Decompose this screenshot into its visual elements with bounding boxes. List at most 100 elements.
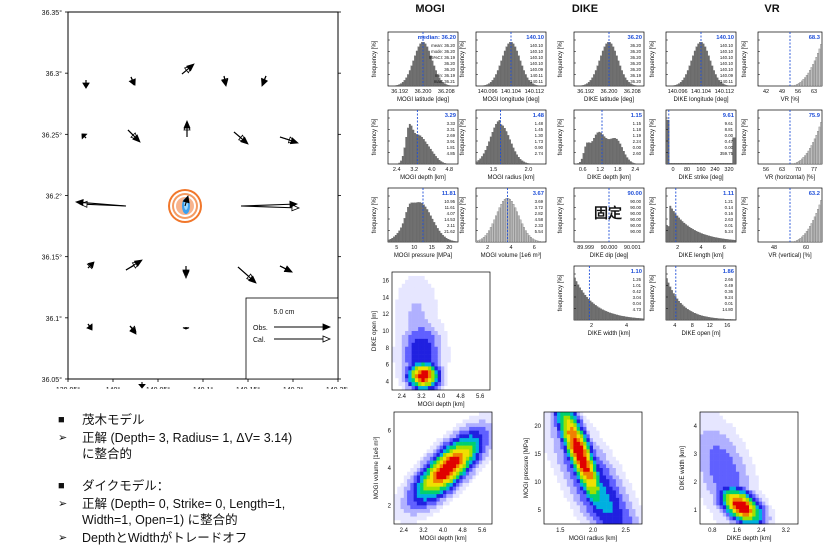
displacement-map: 36.35°36.3°36.25°36.2°36.15°36.1°36.05°1… bbox=[42, 9, 348, 389]
histogram-stat: 1.21 bbox=[725, 199, 734, 204]
heatmap-cell bbox=[424, 319, 429, 324]
histogram-bar bbox=[443, 163, 446, 165]
heatmap-cell bbox=[394, 520, 398, 525]
heatmap-cell bbox=[635, 475, 640, 480]
heatmap-cell bbox=[394, 490, 398, 495]
heatmap-cell bbox=[628, 482, 633, 487]
heatmap-cell bbox=[443, 434, 447, 439]
heatmap-cell bbox=[395, 287, 399, 292]
histogram-bar bbox=[695, 313, 698, 321]
histogram-bar bbox=[436, 158, 439, 165]
heatmap-cell bbox=[745, 441, 750, 446]
heatmap-cell bbox=[414, 327, 419, 332]
heatmap-cell bbox=[452, 464, 457, 469]
heatmap-cell bbox=[544, 430, 548, 435]
heatmap-cell bbox=[465, 438, 470, 443]
histogram-bar bbox=[431, 151, 434, 165]
heatmap-cell bbox=[570, 419, 574, 424]
histogram-stat: 3.72 bbox=[535, 205, 544, 210]
heatmap-cell bbox=[478, 471, 483, 476]
heatmap-cell bbox=[722, 453, 727, 458]
histogram-bar bbox=[421, 137, 423, 165]
heatmap-cell bbox=[628, 479, 633, 484]
heatmap-cell bbox=[762, 453, 766, 458]
histogram-bar bbox=[692, 312, 694, 321]
histogram-stat: 2.33 bbox=[535, 223, 544, 228]
heatmap-cell bbox=[482, 426, 486, 431]
heatmap-cell bbox=[593, 516, 597, 521]
heatmap-cell bbox=[429, 490, 434, 495]
heatmap-cell bbox=[632, 509, 636, 514]
histogram-x-tick-label: 4 bbox=[699, 245, 702, 251]
heatmap-cell bbox=[602, 475, 607, 480]
heatmap-cell bbox=[745, 497, 750, 502]
heatmap-cell bbox=[462, 415, 467, 420]
heatmap-cell bbox=[465, 468, 470, 473]
heatmap-cell bbox=[573, 516, 577, 521]
heatmap-cell bbox=[429, 453, 434, 458]
heatmap-cell bbox=[414, 370, 419, 375]
heatmap-cell bbox=[722, 516, 727, 521]
heatmap-cell bbox=[405, 287, 409, 292]
heatmap-cell bbox=[700, 464, 704, 469]
heatmap-cell bbox=[421, 327, 425, 332]
legend-scale-label: 5.0 cm bbox=[273, 309, 294, 316]
heatmap-cell bbox=[401, 279, 406, 285]
heatmap-cell bbox=[752, 441, 756, 446]
heatmap-cell bbox=[703, 464, 707, 469]
heatmap-cell bbox=[755, 505, 760, 510]
heatmap-cell bbox=[449, 441, 454, 446]
histogram-bar bbox=[449, 239, 451, 243]
heatmap-cell bbox=[628, 512, 633, 517]
heatmap-cell bbox=[735, 456, 740, 461]
heatmap-cell bbox=[722, 501, 727, 506]
heatmap-cell bbox=[411, 354, 416, 359]
heatmap-cell bbox=[706, 445, 711, 450]
heatmap-cell bbox=[619, 445, 623, 450]
heatmap-cell bbox=[462, 430, 467, 435]
heatmap-cell bbox=[706, 426, 711, 431]
heatmap-cell bbox=[739, 445, 743, 450]
heatmap-cell bbox=[436, 449, 441, 454]
heatmap-cell bbox=[405, 307, 409, 312]
heatmap-cell bbox=[401, 366, 406, 371]
heatmap-cell bbox=[729, 520, 733, 525]
heatmap-cell bbox=[437, 327, 442, 332]
heatmap-cell bbox=[566, 479, 571, 484]
heatmap-cell bbox=[401, 378, 406, 383]
heatmap-cell bbox=[446, 482, 450, 487]
histogram-bar bbox=[692, 163, 694, 165]
heatmap-cell bbox=[606, 441, 610, 446]
histogram-bar bbox=[407, 207, 409, 243]
heatmap-cell bbox=[420, 512, 424, 517]
heatmap-cell bbox=[441, 319, 445, 324]
heatmap-cell bbox=[700, 456, 704, 461]
histogram-bar bbox=[686, 163, 689, 165]
heatmap-cell bbox=[401, 291, 406, 296]
histogram-bar bbox=[591, 77, 594, 87]
heatmap-cell bbox=[459, 415, 463, 420]
heatmap-cell bbox=[703, 490, 707, 495]
histogram-stat: 3.69 bbox=[535, 199, 544, 204]
heatmap-cell bbox=[544, 434, 548, 439]
histogram-panel: frequency [%]140.10140.10140.10140.10140… bbox=[650, 31, 737, 103]
heatmap-cell bbox=[482, 441, 486, 446]
heatmap-cell bbox=[395, 295, 399, 300]
heatmap-cell bbox=[447, 378, 452, 383]
heatmap-cell bbox=[709, 486, 714, 491]
heatmap-cell bbox=[768, 479, 773, 484]
heatmap-cell bbox=[729, 512, 733, 517]
heatmap-cell bbox=[441, 327, 445, 332]
heatmap-cell bbox=[716, 482, 720, 487]
heatmap-cell bbox=[619, 512, 623, 517]
heatmap-cell bbox=[729, 438, 733, 443]
histogram-bar bbox=[727, 239, 729, 243]
heatmap-cell bbox=[615, 453, 620, 458]
heatmap-cell bbox=[449, 501, 454, 506]
heatmap-cell bbox=[632, 505, 636, 510]
heatmap-cell bbox=[599, 490, 604, 495]
histogram-stat: 1.81 bbox=[447, 145, 456, 150]
heatmap-cell bbox=[482, 445, 486, 450]
heatmap-cell bbox=[596, 494, 600, 499]
